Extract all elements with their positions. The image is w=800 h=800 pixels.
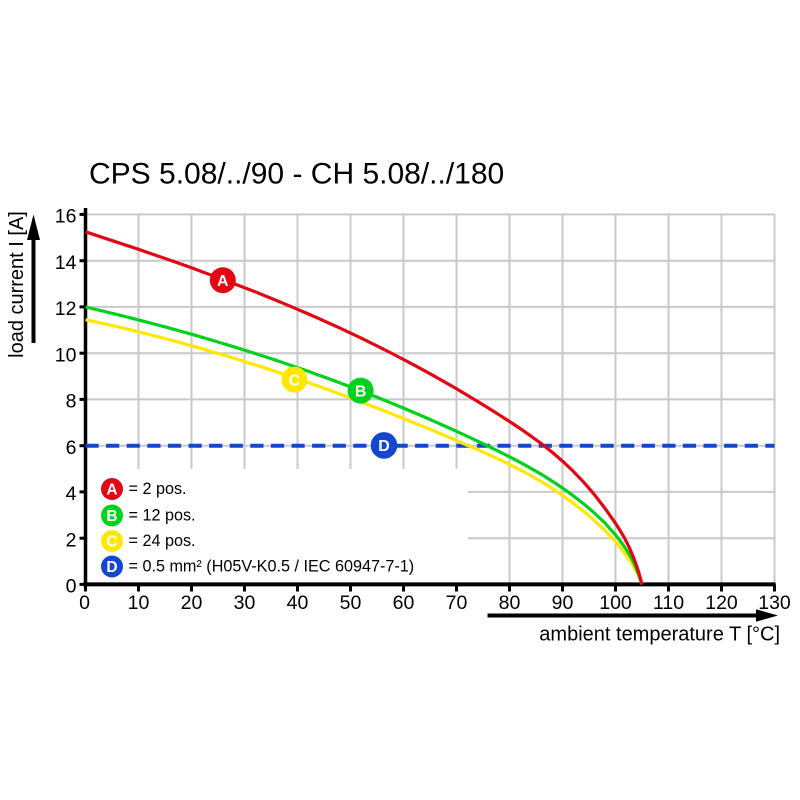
svg-text:60: 60 [393,592,415,614]
svg-text:20: 20 [181,592,203,614]
svg-text:6: 6 [66,437,77,459]
svg-text:40: 40 [287,592,309,614]
svg-text:C: C [106,534,117,551]
svg-text:D: D [378,438,390,455]
svg-text:8: 8 [66,391,77,413]
svg-text:120: 120 [705,592,738,614]
svg-text:A: A [217,273,229,290]
svg-text:80: 80 [499,592,521,614]
svg-text:4: 4 [66,483,77,505]
svg-text:10: 10 [55,344,77,366]
svg-text:0: 0 [66,576,77,598]
svg-text:= 24 pos.: = 24 pos. [129,532,196,550]
svg-text:C: C [289,372,301,389]
svg-text:0: 0 [79,592,90,614]
svg-text:12: 12 [55,298,77,320]
svg-text:D: D [106,559,117,576]
svg-text:16: 16 [55,206,77,228]
svg-text:14: 14 [55,252,77,274]
svg-text:10: 10 [128,592,150,614]
svg-text:load current I [A]: load current I [A] [6,211,28,358]
svg-text:= 0.5 mm² (H05V-K0.5 / IEC 609: = 0.5 mm² (H05V-K0.5 / IEC 60947-7-1) [129,558,415,576]
svg-text:A: A [106,482,117,499]
svg-text:ambient temperature T [°C]: ambient temperature T [°C] [539,623,780,645]
svg-text:90: 90 [552,592,574,614]
svg-text:= 2 pos.: = 2 pos. [129,480,187,498]
svg-text:2: 2 [66,529,77,551]
svg-text:CPS 5.08/../90 - CH 5.08/../18: CPS 5.08/../90 - CH 5.08/../180 [89,158,504,191]
svg-text:B: B [355,383,367,400]
svg-text:130: 130 [758,592,791,614]
svg-text:50: 50 [340,592,362,614]
svg-text:B: B [106,508,117,525]
svg-text:110: 110 [653,592,684,614]
svg-text:= 12 pos.: = 12 pos. [129,507,196,525]
svg-text:100: 100 [599,592,632,614]
svg-text:70: 70 [446,592,468,614]
svg-text:30: 30 [234,592,256,614]
